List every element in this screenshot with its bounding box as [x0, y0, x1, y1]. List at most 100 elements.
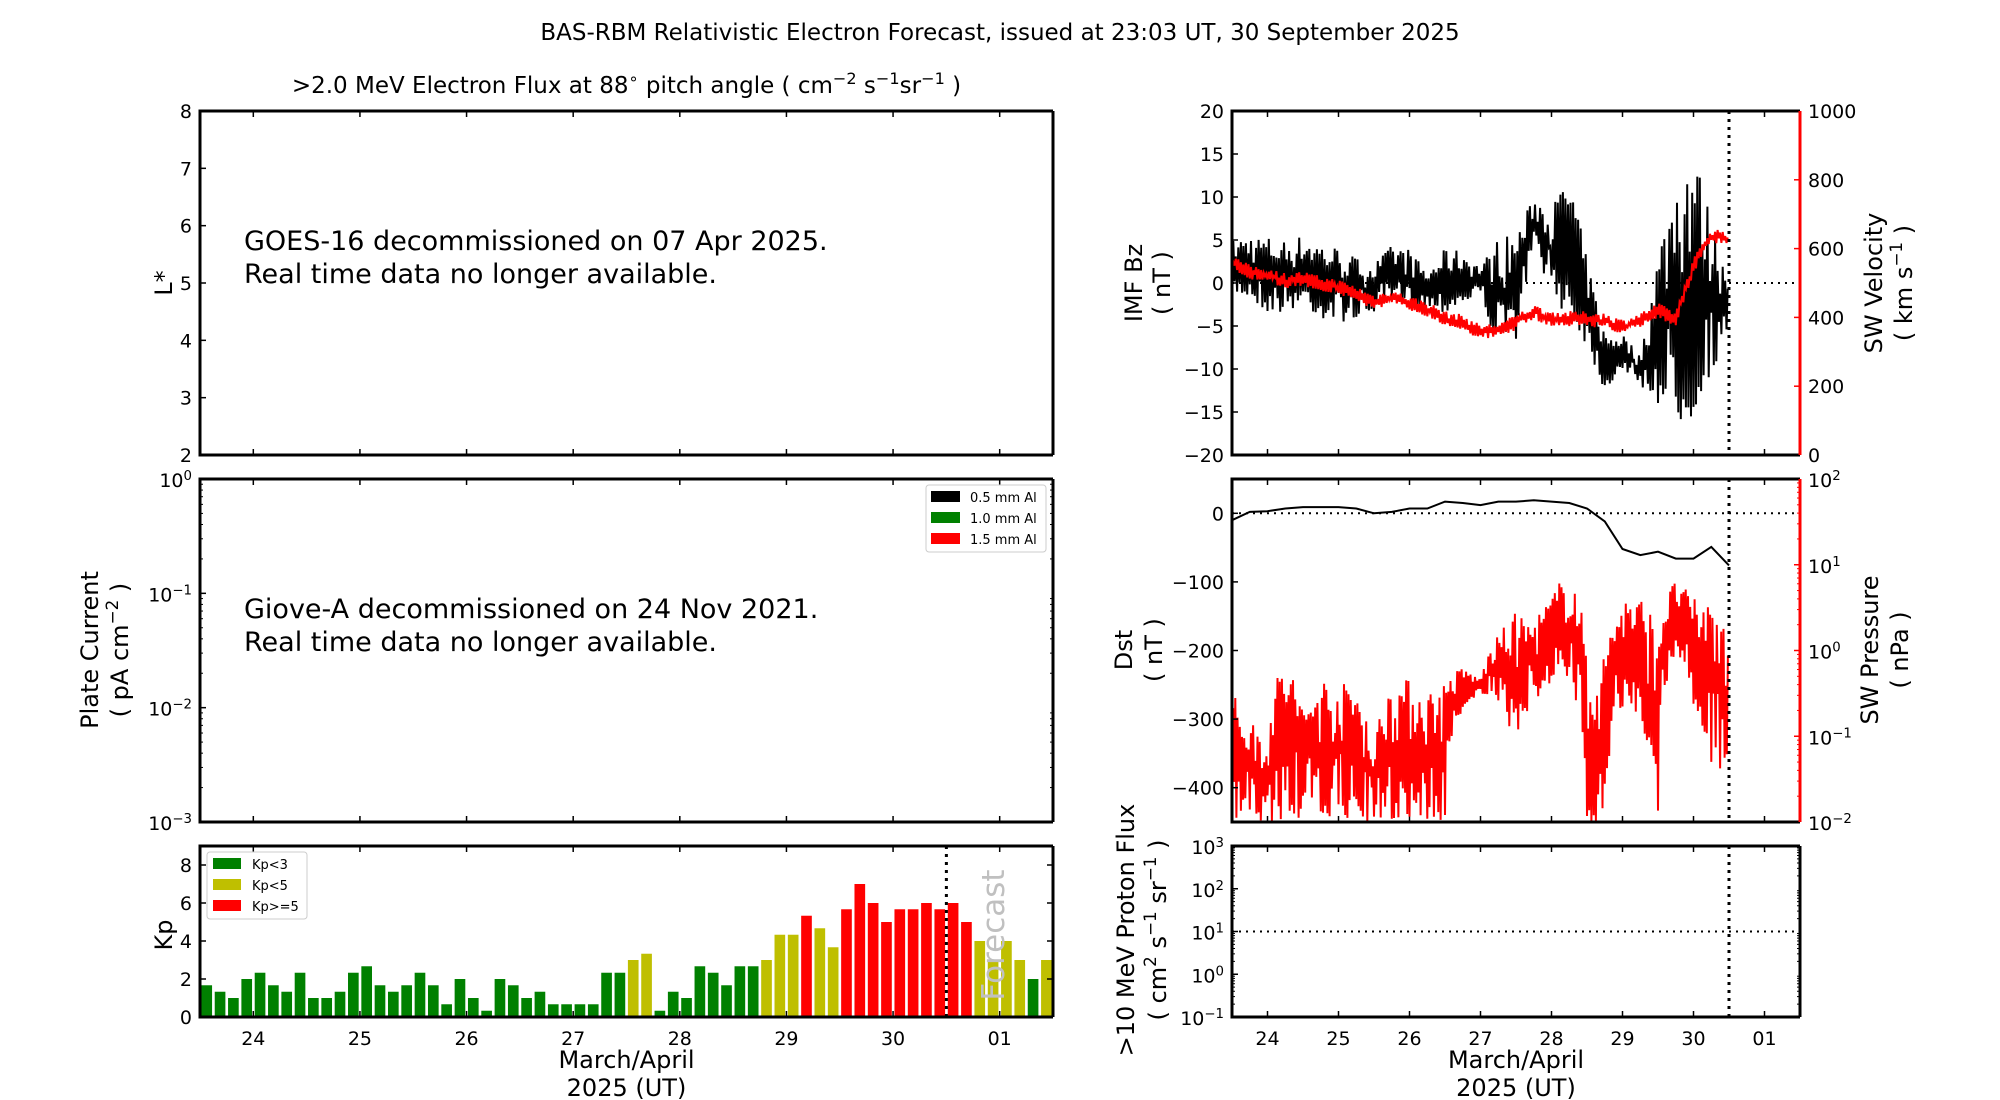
text-segment: sr — [1144, 881, 1172, 911]
kp-bar — [867, 903, 879, 1017]
decommission-message: Real time data no longer available. — [244, 627, 717, 658]
kp-bar — [894, 909, 906, 1017]
x-tick-label: 30 — [881, 1028, 905, 1050]
x-tick-label: 01 — [1752, 1028, 1776, 1050]
kp-bar — [268, 985, 279, 1017]
legend: 0.5 mm Al 1.0 mm Al 1.5 mm Al — [925, 484, 1047, 553]
y-tick-label: 200 — [1808, 376, 1844, 398]
text-segment: pitch angle ( cm — [639, 73, 833, 99]
plot-area — [200, 111, 1053, 455]
y-tick-label: 0 — [1808, 445, 1820, 467]
y-axis-label-line2: ( nT ) — [1148, 251, 1176, 315]
kp-forecast-bar — [1001, 941, 1012, 1017]
imf-bz-panel: −20−15−10−50510152002004006008001000IMF … — [1120, 101, 1918, 467]
y-axis-label-line2: ( pA cm−2 ) — [102, 583, 134, 718]
y-tick-label: −100 — [1172, 572, 1224, 594]
y-tick-label: 6 — [180, 893, 192, 915]
sw-velocity-series — [1231, 229, 1729, 339]
x-tick-label: 27 — [561, 1028, 585, 1050]
y-tick-label: 600 — [1808, 239, 1844, 261]
kp-forecast-bar — [947, 903, 959, 1017]
tick-exponent: 1 — [1216, 921, 1224, 936]
superscript: −1 — [1140, 857, 1160, 882]
kp-bar — [348, 972, 359, 1017]
kp-bar — [561, 1004, 572, 1017]
text-segment: ( km s — [1890, 267, 1918, 341]
x-tick-label: 25 — [1326, 1028, 1350, 1050]
superscript: −1 — [876, 69, 900, 88]
kp-bar — [214, 991, 226, 1017]
kp-bar — [374, 985, 386, 1017]
kp-bar — [841, 909, 852, 1017]
y-tick-label: 10−3 — [148, 812, 192, 836]
kp-bar — [494, 979, 506, 1017]
tick-exponent: 2 — [1832, 469, 1840, 484]
kp-bar — [481, 1010, 492, 1017]
kp-bar — [921, 903, 932, 1017]
text-segment: s — [857, 73, 876, 99]
x-tick-label: 24 — [241, 1028, 265, 1050]
kp-bar — [601, 972, 612, 1017]
y-tick-label: −10 — [1184, 359, 1224, 381]
y-tick-label: −5 — [1196, 316, 1224, 338]
y-tick-label: −20 — [1184, 445, 1224, 467]
imf-bz-series — [1231, 176, 1729, 420]
electron-flux-panel: >2.0 MeV Electron Flux at 88∘ pitch angl… — [150, 69, 1055, 467]
y-tick-label: 10−2 — [148, 697, 192, 721]
y-tick-label: 10−1 — [1808, 726, 1852, 750]
kp-bar — [387, 991, 399, 1017]
y2-axis-label-line2: ( nPa ) — [1886, 611, 1914, 688]
tick-base: 10 — [1180, 1008, 1204, 1030]
tick-exponent: −1 — [1832, 726, 1852, 741]
tick-base: 10 — [148, 584, 172, 606]
tick-exponent: −2 — [172, 697, 192, 712]
tick-exponent: 0 — [184, 469, 192, 484]
legend: Kp<3 Kp<5 Kp>=5 — [206, 851, 308, 920]
legend-label: 1.5 mm Al — [970, 533, 1037, 548]
kp-bar — [654, 1010, 666, 1017]
y-axis-label-line1: >10 MeV Proton Flux — [1112, 804, 1140, 1057]
y-tick-label: 0 — [180, 1007, 192, 1029]
kp-bar — [774, 934, 786, 1017]
y-tick-label: 102 — [1808, 469, 1841, 493]
legend-label: Kp<5 — [252, 879, 288, 894]
y-tick-label: 800 — [1808, 170, 1844, 192]
axes-frame — [1230, 477, 1800, 824]
tick-base: 10 — [148, 813, 172, 835]
y-axis-label: L* — [150, 270, 178, 295]
kp-bar — [787, 934, 799, 1017]
y-tick-label: 1000 — [1808, 101, 1856, 123]
tick-exponent: −3 — [172, 812, 192, 827]
y2-axis-label-line2: ( km s−1 ) — [1886, 225, 1918, 341]
tick-base: 10 — [159, 470, 183, 492]
y2-axis-label-line1: SW Velocity — [1860, 213, 1888, 354]
kp-bar — [547, 1004, 559, 1017]
tick-base: 10 — [1808, 727, 1832, 749]
kp-bar — [521, 998, 532, 1017]
y-axis-label-line2: ( nT ) — [1140, 618, 1168, 682]
y-tick-label: 400 — [1808, 307, 1844, 329]
y-tick-label: 20 — [1200, 101, 1224, 123]
tick-base: 10 — [148, 699, 172, 721]
kp-bar — [467, 998, 479, 1017]
legend-swatch — [931, 533, 960, 544]
dst-series — [1231, 499, 1730, 567]
x-tick-label: 01 — [988, 1028, 1012, 1050]
y-axis-label: Kp — [150, 920, 178, 951]
kp-bar — [454, 979, 466, 1017]
y-tick-label: 8 — [180, 855, 192, 877]
tick-exponent: 3 — [1216, 836, 1224, 851]
text-segment: ) — [106, 583, 134, 600]
superscript: −2 — [102, 600, 122, 625]
x-tick-label: 26 — [454, 1028, 478, 1050]
kp-bar — [574, 1004, 586, 1017]
y-tick-label: 100 — [159, 469, 192, 493]
kp-bar — [734, 966, 746, 1017]
axes-frame — [1230, 109, 1800, 457]
legend-label: 1.0 mm Al — [970, 512, 1037, 527]
kp-forecast-bar — [987, 960, 999, 1017]
y-tick-label: 4 — [180, 931, 192, 953]
kp-bar — [827, 947, 839, 1017]
